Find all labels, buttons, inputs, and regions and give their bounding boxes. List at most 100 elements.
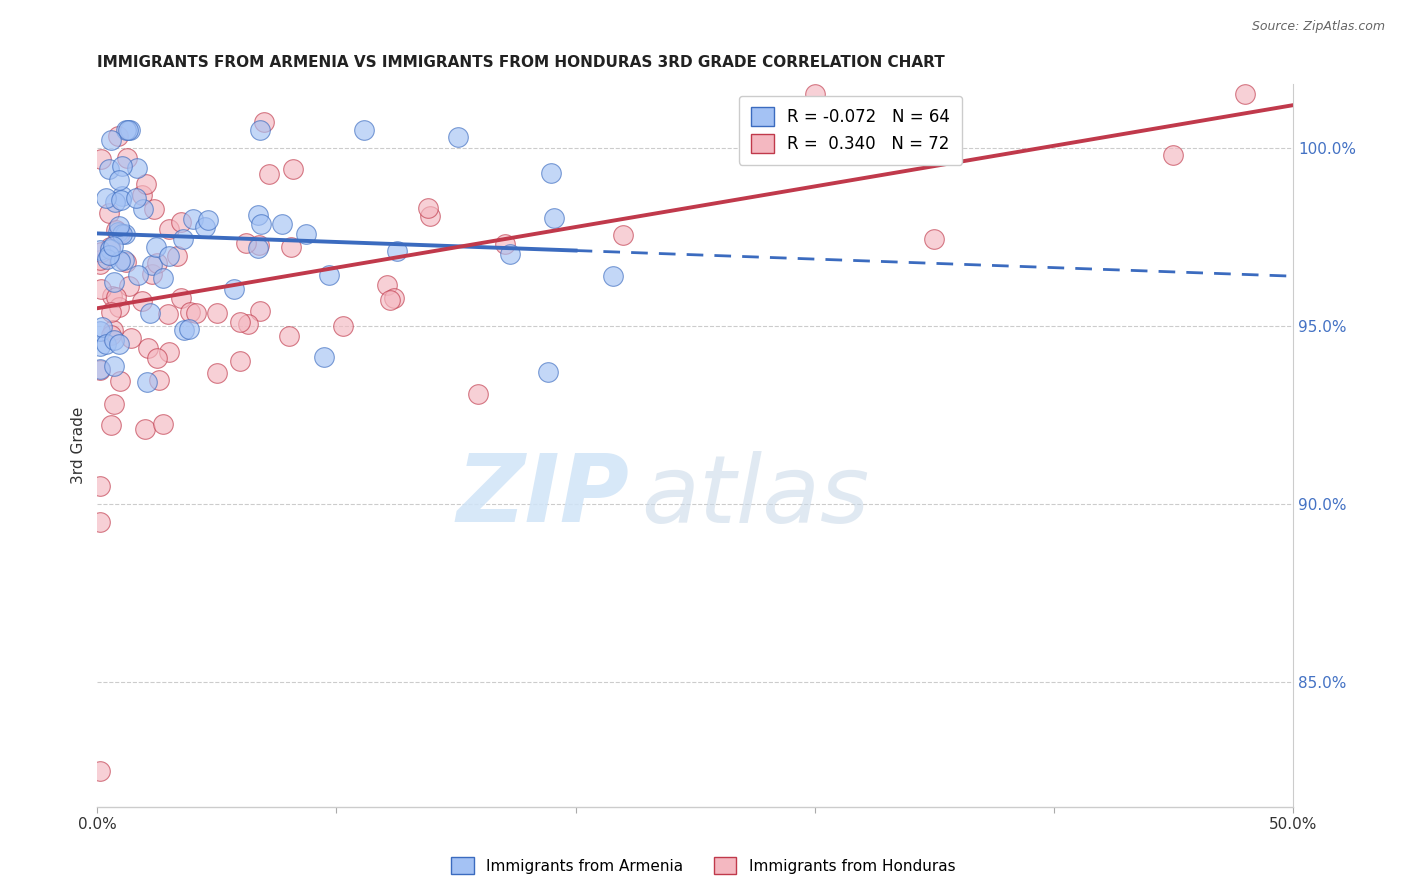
- Point: [924, 232, 946, 246]
- Point: [186, 306, 208, 320]
- Point: [98, 243, 121, 257]
- Point: [543, 211, 565, 225]
- Point: [108, 226, 131, 240]
- Point: [173, 323, 195, 337]
- Point: [146, 255, 169, 269]
- Point: [107, 129, 129, 144]
- Point: [382, 291, 405, 305]
- Point: [224, 282, 246, 296]
- Point: [125, 191, 148, 205]
- Point: [419, 209, 441, 223]
- Point: [157, 249, 180, 263]
- Point: [115, 123, 138, 137]
- Point: [89, 479, 111, 493]
- Point: [247, 238, 270, 252]
- Point: [353, 123, 375, 137]
- Point: [100, 417, 122, 432]
- Point: [91, 319, 114, 334]
- Point: [249, 303, 271, 318]
- Point: [250, 217, 273, 231]
- Point: [108, 374, 131, 388]
- Text: ZIP: ZIP: [457, 450, 630, 542]
- Point: [107, 225, 129, 239]
- Point: [277, 329, 299, 343]
- Point: [141, 267, 163, 281]
- Point: [108, 336, 131, 351]
- Point: [540, 166, 562, 180]
- Point: [172, 232, 194, 246]
- Point: [94, 191, 117, 205]
- Point: [259, 167, 281, 181]
- Point: [447, 130, 470, 145]
- Point: [249, 123, 271, 137]
- Point: [117, 123, 139, 137]
- Point: [143, 202, 166, 217]
- Point: [103, 275, 125, 289]
- Point: [114, 227, 136, 242]
- Legend: Immigrants from Armenia, Immigrants from Honduras: Immigrants from Armenia, Immigrants from…: [444, 851, 962, 880]
- Point: [280, 240, 302, 254]
- Point: [120, 123, 142, 137]
- Point: [157, 308, 180, 322]
- Point: [110, 159, 132, 173]
- Point: [612, 228, 634, 243]
- Point: [101, 238, 124, 252]
- Point: [108, 173, 131, 187]
- Point: [125, 161, 148, 175]
- Point: [229, 354, 252, 368]
- Point: [117, 279, 139, 293]
- Point: [131, 187, 153, 202]
- Point: [283, 162, 305, 177]
- Point: [1163, 148, 1185, 162]
- Point: [152, 271, 174, 285]
- Point: [107, 300, 129, 314]
- Point: [132, 202, 155, 216]
- Point: [385, 244, 408, 258]
- Point: [152, 417, 174, 431]
- Point: [115, 254, 138, 268]
- Point: [104, 223, 127, 237]
- Point: [98, 240, 121, 254]
- Legend: R = -0.072   N = 64, R =  0.340   N = 72: R = -0.072 N = 64, R = 0.340 N = 72: [740, 95, 962, 165]
- Point: [110, 193, 132, 207]
- Point: [499, 247, 522, 261]
- Point: [205, 366, 228, 380]
- Point: [96, 252, 118, 266]
- Point: [177, 322, 200, 336]
- Point: [90, 244, 112, 259]
- Point: [89, 257, 111, 271]
- Point: [247, 241, 270, 255]
- Point: [134, 422, 156, 436]
- Point: [103, 359, 125, 374]
- Point: [94, 336, 117, 351]
- Point: [108, 254, 131, 268]
- Point: [97, 248, 120, 262]
- Point: [98, 206, 121, 220]
- Point: [100, 133, 122, 147]
- Point: [89, 244, 111, 258]
- Point: [120, 331, 142, 345]
- Point: [1234, 87, 1257, 102]
- Point: [194, 220, 217, 235]
- Point: [127, 268, 149, 282]
- Point: [112, 253, 135, 268]
- Point: [100, 328, 122, 343]
- Point: [375, 278, 398, 293]
- Point: [378, 293, 401, 307]
- Point: [100, 289, 122, 303]
- Point: [418, 201, 440, 215]
- Point: [89, 339, 111, 353]
- Point: [270, 217, 292, 231]
- Point: [103, 194, 125, 209]
- Point: [115, 151, 138, 165]
- Point: [148, 373, 170, 387]
- Point: [294, 227, 316, 242]
- Point: [100, 305, 122, 319]
- Point: [197, 213, 219, 227]
- Text: Source: ZipAtlas.com: Source: ZipAtlas.com: [1251, 20, 1385, 33]
- Point: [89, 325, 111, 339]
- Y-axis label: 3rd Grade: 3rd Grade: [72, 407, 86, 484]
- Point: [207, 306, 229, 320]
- Point: [236, 318, 259, 332]
- Point: [131, 293, 153, 308]
